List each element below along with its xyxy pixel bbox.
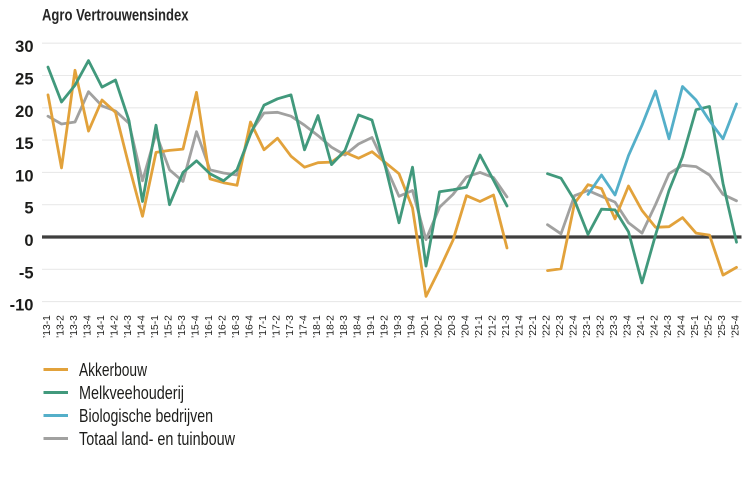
svg-text:’23-2: ’23-2 [596,315,607,338]
svg-text:Biologische bedrijven: Biologische bedrijven [79,406,213,426]
svg-text:Totaal land- en tuinbouw: Totaal land- en tuinbouw [79,429,236,449]
svg-text:’23-3: ’23-3 [609,315,620,338]
svg-text:Agro Vertrouwensindex: Agro Vertrouwensindex [42,7,189,25]
svg-text:’16-4: ’16-4 [245,315,256,338]
svg-text:Melkveehouderij: Melkveehouderij [79,383,184,403]
svg-text:’18-2: ’18-2 [326,315,337,338]
svg-text:’17-4: ’17-4 [299,315,310,338]
svg-text:’25-1: ’25-1 [690,315,701,338]
svg-text:’21-3: ’21-3 [501,315,512,338]
svg-text:5: 5 [24,200,33,218]
svg-text:’13-2: ’13-2 [56,315,67,338]
svg-text:’24-1: ’24-1 [636,315,647,338]
svg-text:’21-4: ’21-4 [515,315,526,338]
svg-text:20: 20 [15,103,33,121]
svg-text:’20-4: ’20-4 [461,315,472,338]
svg-text:-10: -10 [10,297,34,315]
svg-text:’18-1: ’18-1 [312,315,323,338]
svg-text:’20-1: ’20-1 [420,315,431,338]
svg-text:’22-3: ’22-3 [555,315,566,338]
svg-text:’13-3: ’13-3 [69,315,80,338]
svg-text:25: 25 [15,71,33,89]
svg-text:’17-2: ’17-2 [272,315,283,338]
svg-text:’15-3: ’15-3 [177,315,188,338]
svg-text:’22-4: ’22-4 [569,315,580,338]
svg-text:-5: -5 [19,264,34,282]
svg-text:’16-2: ’16-2 [218,315,229,338]
svg-text:’17-1: ’17-1 [258,315,269,338]
svg-text:’20-2: ’20-2 [434,315,445,338]
svg-text:’16-3: ’16-3 [231,315,242,338]
svg-text:30: 30 [15,38,33,56]
svg-text:’16-1: ’16-1 [204,315,215,338]
svg-text:’14-1: ’14-1 [96,315,107,338]
svg-text:Akkerbouw: Akkerbouw [79,360,148,380]
svg-text:’24-2: ’24-2 [650,315,661,338]
svg-text:10: 10 [15,167,33,185]
svg-text:’20-3: ’20-3 [447,315,458,338]
svg-text:’13-4: ’13-4 [83,315,94,338]
svg-text:0: 0 [24,232,33,250]
svg-text:’19-1: ’19-1 [366,315,377,338]
svg-text:’14-3: ’14-3 [123,315,134,338]
svg-text:’19-2: ’19-2 [380,315,391,338]
svg-text:’18-3: ’18-3 [339,315,350,338]
svg-text:’21-1: ’21-1 [474,315,485,338]
svg-text:’14-4: ’14-4 [137,315,148,338]
svg-text:’24-4: ’24-4 [677,315,688,338]
svg-text:’15-2: ’15-2 [164,315,175,338]
svg-text:’25-4: ’25-4 [731,315,742,338]
svg-text:’19-4: ’19-4 [407,315,418,338]
svg-text:’24-3: ’24-3 [663,315,674,338]
svg-text:’18-4: ’18-4 [353,315,364,338]
svg-text:’22-2: ’22-2 [542,315,553,338]
svg-text:’22-1: ’22-1 [528,315,539,338]
svg-text:’15-4: ’15-4 [191,315,202,338]
svg-text:’19-3: ’19-3 [393,315,404,338]
svg-text:’14-2: ’14-2 [110,315,121,338]
svg-text:15: 15 [15,135,33,153]
svg-text:’17-3: ’17-3 [285,315,296,338]
svg-text:’25-3: ’25-3 [717,315,728,338]
svg-text:’25-2: ’25-2 [704,315,715,338]
svg-text:’23-4: ’23-4 [623,315,634,338]
svg-text:’13-1: ’13-1 [42,315,53,338]
svg-text:’15-1: ’15-1 [150,315,161,338]
svg-text:’21-2: ’21-2 [488,315,499,338]
svg-text:’23-1: ’23-1 [582,315,593,338]
